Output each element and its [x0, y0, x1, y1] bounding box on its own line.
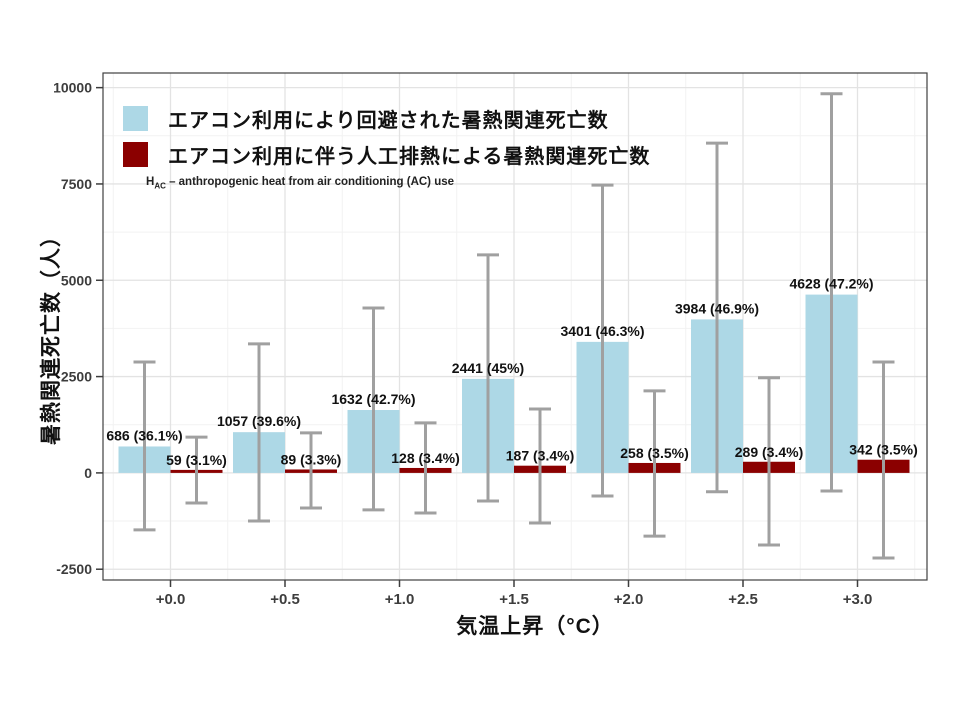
bar-value-label-heat: 89 (3.3%) — [281, 451, 342, 467]
y-axis-tick-label: 7500 — [61, 176, 92, 192]
y-axis-tick-label: 10000 — [53, 80, 92, 96]
y-axis-tick-label: -2500 — [56, 561, 92, 577]
x-axis-tick-label: +1.5 — [499, 591, 529, 608]
x-axis-tick-label: +0.5 — [270, 591, 300, 608]
bar-value-label-heat: 59 (3.1%) — [166, 452, 227, 468]
legend-swatch-heat-icon — [123, 142, 148, 167]
legend-swatch-avoided-icon — [123, 106, 148, 131]
legend-footnote: HAC – anthropogenic heat from air condit… — [146, 176, 650, 190]
bar-value-label-avoided: 3401 (46.3%) — [560, 323, 644, 339]
legend-item-avoided: エアコン利用により回避された暑熱関連死亡数 — [123, 104, 650, 133]
bar-value-label-heat: 187 (3.4%) — [506, 448, 574, 464]
footnote-text: – anthropogenic heat from air conditioni… — [165, 176, 455, 188]
bar-value-label-heat: 342 (3.5%) — [849, 442, 917, 458]
x-axis-tick-label: +1.0 — [385, 591, 415, 608]
legend-item-heat: エアコン利用に伴う人工排熱による暑熱関連死亡数 — [123, 140, 650, 169]
y-axis-tick-label: 2500 — [61, 369, 92, 385]
bar-value-label-heat: 128 (3.4%) — [391, 450, 459, 466]
plot-panel — [103, 73, 927, 580]
bar-value-label-heat: 258 (3.5%) — [620, 445, 688, 461]
legend-label-avoided: エアコン利用により回避された暑熱関連死亡数 — [168, 110, 609, 132]
y-axis-tick-label: 5000 — [61, 272, 92, 288]
x-axis-title: 気温上昇（°C） — [456, 615, 614, 638]
footnote-ac-subscript: AC — [154, 181, 166, 191]
bar-value-label-avoided: 1057 (39.6%) — [217, 413, 301, 429]
x-axis-tick-label: +0.0 — [156, 591, 186, 608]
panel-border — [102, 72, 928, 581]
x-axis-tick-label: +3.0 — [843, 591, 873, 608]
bar-value-label-avoided: 2441 (45%) — [452, 360, 524, 376]
bar-value-label-avoided: 3984 (46.9%) — [675, 300, 759, 316]
bar-value-label-avoided: 4628 (47.2%) — [789, 276, 873, 292]
y-axis-tick-label: 0 — [84, 465, 92, 481]
legend-label-heat: エアコン利用に伴う人工排熱による暑熱関連死亡数 — [168, 146, 651, 168]
bar-value-label-heat: 289 (3.4%) — [735, 444, 803, 460]
bar-value-label-avoided: 686 (36.1%) — [106, 427, 182, 443]
chart-legend: エアコン利用により回避された暑熱関連死亡数 エアコン利用に伴う人工排熱による暑熱… — [123, 104, 650, 190]
x-axis-tick-label: +2.5 — [728, 591, 758, 608]
bar-value-label-avoided: 1632 (42.7%) — [331, 391, 415, 407]
footnote-h: H — [146, 176, 155, 188]
y-axis-title: 暑熱関連死亡数（人） — [40, 225, 63, 445]
x-axis-tick-label: +2.0 — [614, 591, 644, 608]
